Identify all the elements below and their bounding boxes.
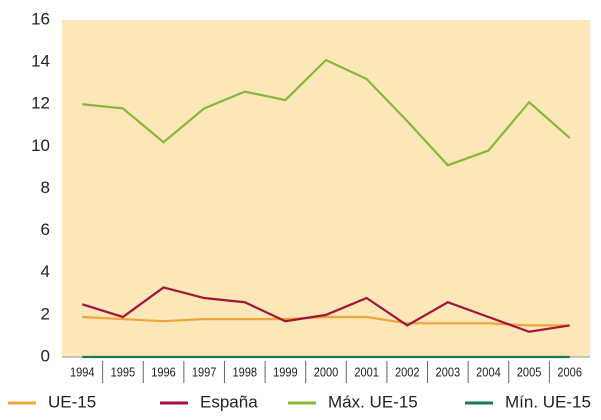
x-tick-label: 1998 — [232, 365, 257, 380]
y-tick-label: 4 — [41, 262, 50, 281]
x-tick-label: 2004 — [476, 365, 501, 380]
legend-label: España — [200, 392, 258, 411]
plot-area — [62, 20, 590, 357]
x-tick-label: 1995 — [111, 365, 136, 380]
x-tick-label: 2001 — [354, 365, 379, 380]
y-tick-label: 0 — [41, 346, 50, 365]
series-line — [81, 286, 570, 333]
legend-label: Máx. UE-15 — [328, 392, 418, 411]
y-tick-label: 16 — [31, 9, 50, 28]
x-tick-label: 1996 — [151, 365, 176, 380]
y-tick-label: 8 — [41, 178, 50, 197]
x-tick-label: 2006 — [557, 365, 582, 380]
x-tick-label: 1994 — [70, 365, 95, 380]
series-line — [82, 58, 571, 167]
y-tick-label: 10 — [31, 136, 50, 155]
x-tick-label: 1999 — [273, 365, 298, 380]
legend-label: Mín. UE-15 — [505, 392, 591, 411]
series-line — [82, 315, 570, 327]
x-tick-label: 1997 — [192, 365, 217, 380]
x-tick-label: 2005 — [517, 365, 542, 380]
x-tick-label: 2003 — [436, 365, 461, 380]
x-tick-label: 2000 — [314, 365, 339, 380]
y-tick-label: 6 — [41, 220, 50, 239]
y-tick-label: 14 — [31, 52, 50, 71]
x-tick-label: 2002 — [395, 365, 420, 380]
y-tick-label: 12 — [31, 94, 50, 113]
legend-label: UE-15 — [48, 392, 96, 411]
y-tick-label: 2 — [41, 304, 50, 323]
